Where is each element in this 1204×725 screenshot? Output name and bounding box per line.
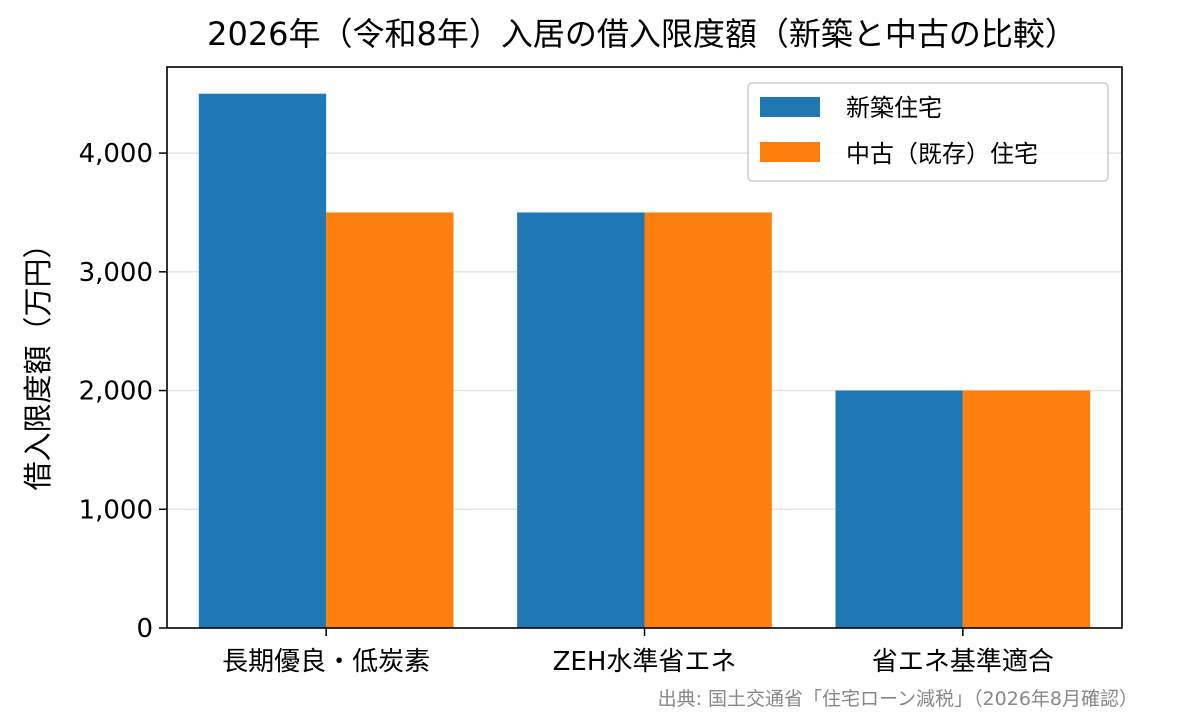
bars: [198, 93, 1091, 628]
bar-new-1: [517, 212, 645, 628]
legend: 新築住宅 中古（既存）住宅: [747, 82, 1109, 182]
legend-frame: [747, 82, 1109, 182]
y-tick-label-1: 1,000: [79, 495, 153, 525]
x-tick-label-2: 省エネ基準適合: [872, 647, 1054, 677]
bar-new-0: [198, 93, 327, 628]
legend-swatch-used: [760, 142, 820, 162]
y-tick-label-4: 4,000: [79, 139, 153, 169]
legend-swatch-new: [760, 97, 820, 117]
bar-used-0: [326, 212, 454, 628]
source-note: 出典: 国土交通省「住宅ローン減税」（2026年8月確認）: [658, 688, 1138, 710]
x-ticks: 長期優良・低炭素 ZEH水準省エネ 省エネ基準適合: [222, 628, 1054, 677]
y-tick-label-3: 3,000: [79, 258, 153, 288]
legend-label-new: 新築住宅: [846, 94, 942, 122]
x-tick-label-0: 長期優良・低炭素: [222, 647, 430, 677]
y-tick-label-0: 0: [136, 614, 153, 644]
chart-title: 2026年（令和8年）入居の借入限度額（新築と中古の比較）: [207, 15, 1077, 53]
legend-label-used: 中古（既存）住宅: [846, 140, 1038, 168]
y-axis-label: 借入限度額（万円）: [21, 229, 55, 490]
y-ticks: 0 1,000 2,000 3,000 4,000: [79, 139, 167, 644]
x-tick-label-1: ZEH水準省エネ: [553, 647, 737, 677]
bar-used-1: [644, 212, 772, 628]
bar-used-2: [962, 390, 1091, 628]
y-tick-label-2: 2,000: [79, 377, 153, 407]
bar-new-2: [835, 390, 963, 628]
